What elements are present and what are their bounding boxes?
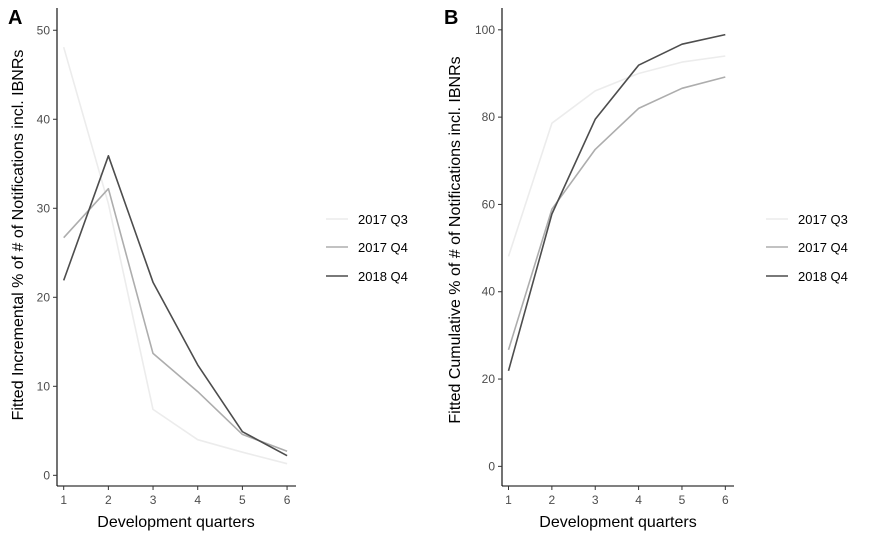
x-tick-label: 1 — [505, 493, 512, 507]
x-tick-label: 1 — [60, 493, 67, 507]
panel-label-b: B — [444, 7, 458, 29]
legend-b: 2017 Q3 2017 Q4 2018 Q4 — [766, 212, 848, 284]
series-line-2017-q3 — [507, 55, 726, 257]
series-line-2017-q4 — [63, 187, 288, 453]
y-axis-title-b: Fitted Cumulative % of # of Notification… — [447, 56, 464, 423]
y-tick-label: 20 — [482, 372, 496, 386]
y-tick-label: 20 — [37, 290, 51, 304]
y-tick-label: 0 — [43, 468, 50, 482]
legend-label-2017-q3: 2017 Q3 — [358, 212, 408, 227]
y-ticks-a: 0 10 20 30 40 50 — [37, 23, 57, 482]
y-tick-label: 0 — [488, 459, 495, 473]
y-ticks-b: 0 20 40 60 80 100 — [475, 23, 502, 473]
x-axis-title-a: Development quarters — [97, 514, 254, 531]
series-line-2018-q4 — [507, 33, 726, 372]
plot-area-b — [507, 33, 726, 372]
y-tick-label: 40 — [37, 112, 51, 126]
y-tick-label: 60 — [482, 197, 496, 211]
x-tick-label: 5 — [239, 493, 246, 507]
series-line-2017-q4 — [507, 76, 726, 351]
y-tick-label: 10 — [37, 379, 51, 393]
y-tick-label: 40 — [482, 285, 496, 299]
x-tick-label: 4 — [194, 493, 201, 507]
y-tick-label: 50 — [37, 23, 51, 37]
panel-b: B Fitted Cumulative % of # of Notificati… — [444, 7, 848, 531]
legend-label-2017-q4: 2017 Q4 — [358, 240, 408, 255]
y-axis-title-a: Fitted Incremental % of # of Notificatio… — [10, 50, 27, 421]
panel-a: A Fitted Incremental % of # of Notificat… — [8, 7, 408, 531]
x-tick-label: 3 — [150, 493, 157, 507]
legend-label-2017-q4: 2017 Q4 — [798, 240, 848, 255]
legend-label-2018-q4: 2018 Q4 — [358, 269, 408, 284]
x-tick-label: 2 — [105, 493, 112, 507]
x-tick-label: 4 — [635, 493, 642, 507]
legend-label-2018-q4: 2018 Q4 — [798, 269, 848, 284]
x-ticks-b: 1 2 3 4 5 6 — [505, 486, 729, 507]
x-tick-label: 6 — [722, 493, 729, 507]
x-tick-label: 2 — [549, 493, 556, 507]
legend-a: 2017 Q3 2017 Q4 2018 Q4 — [326, 212, 408, 284]
x-axis-title-b: Development quarters — [539, 514, 696, 531]
x-tick-label: 6 — [284, 493, 291, 507]
y-tick-label: 30 — [37, 201, 51, 215]
legend-label-2017-q3: 2017 Q3 — [798, 212, 848, 227]
series-line-2018-q4 — [62, 155, 288, 457]
panel-label-a: A — [8, 7, 22, 29]
y-tick-label: 100 — [475, 23, 495, 37]
series-line-2017-q3 — [62, 46, 288, 465]
x-tick-label: 3 — [592, 493, 599, 507]
x-ticks-a: 1 2 3 4 5 6 — [60, 486, 291, 507]
x-tick-label: 5 — [679, 493, 686, 507]
y-tick-label: 80 — [482, 110, 496, 124]
plot-area-a — [62, 46, 288, 465]
